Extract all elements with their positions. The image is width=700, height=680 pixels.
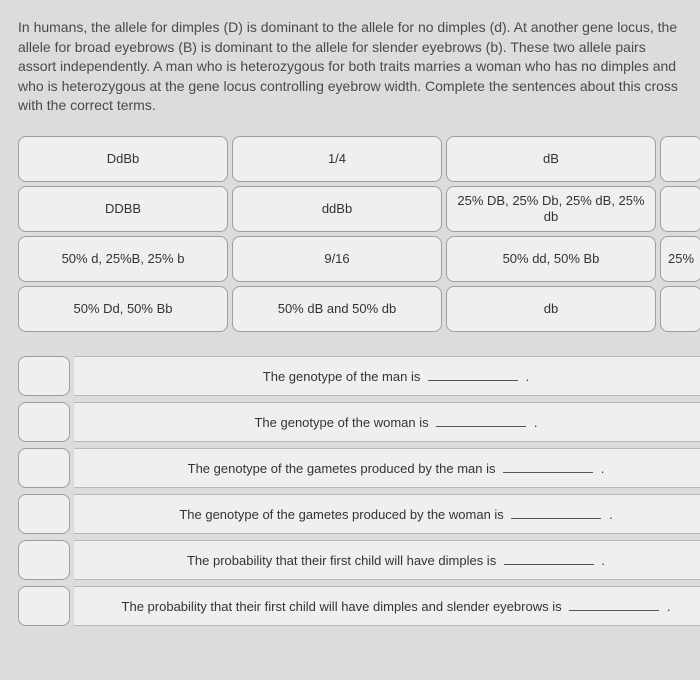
- sentence-prefix: The probability that their first child w…: [122, 599, 566, 614]
- answer-tile[interactable]: 1/4: [232, 136, 442, 182]
- drop-slot[interactable]: [18, 356, 70, 396]
- drop-slot[interactable]: [18, 586, 70, 626]
- tile-row: DdBb 1/4 dB: [18, 136, 700, 182]
- sentence-row: The probability that their first child w…: [18, 540, 700, 580]
- blank-line[interactable]: [428, 368, 518, 381]
- sentence-row: The probability that their first child w…: [18, 586, 700, 626]
- answer-tile[interactable]: 50% dd, 50% Bb: [446, 236, 656, 282]
- sentence-prefix: The genotype of the gametes produced by …: [179, 507, 507, 522]
- sentence-row: The genotype of the gametes produced by …: [18, 494, 700, 534]
- blank-line[interactable]: [511, 506, 601, 519]
- sentence-suffix: .: [522, 369, 529, 384]
- drop-slot[interactable]: [18, 402, 70, 442]
- answer-tile[interactable]: [660, 186, 700, 232]
- blank-line[interactable]: [504, 552, 594, 565]
- drop-slot[interactable]: [18, 494, 70, 534]
- sentence-text: The genotype of the gametes produced by …: [74, 448, 700, 488]
- answer-tile[interactable]: db: [446, 286, 656, 332]
- sentence-text: The genotype of the man is .: [74, 356, 700, 396]
- answer-tile[interactable]: ddBb: [232, 186, 442, 232]
- sentence-prefix: The probability that their first child w…: [187, 553, 500, 568]
- drop-slot[interactable]: [18, 448, 70, 488]
- sentence-list: The genotype of the man is . The genotyp…: [18, 356, 700, 626]
- sentence-prefix: The genotype of the man is: [263, 369, 424, 384]
- sentence-text: The genotype of the gametes produced by …: [74, 494, 700, 534]
- answer-tile[interactable]: [660, 136, 700, 182]
- tile-row: 50% Dd, 50% Bb 50% dB and 50% db db: [18, 286, 700, 332]
- answer-tile[interactable]: 9/16: [232, 236, 442, 282]
- sentence-text: The probability that their first child w…: [74, 586, 700, 626]
- sentence-suffix: .: [597, 461, 604, 476]
- blank-line[interactable]: [569, 598, 659, 611]
- sentence-suffix: .: [605, 507, 612, 522]
- sentence-suffix: .: [598, 553, 605, 568]
- answer-tile[interactable]: dB: [446, 136, 656, 182]
- tile-row: 50% d, 25%B, 25% b 9/16 50% dd, 50% Bb 2…: [18, 236, 700, 282]
- answer-tile[interactable]: 50% dB and 50% db: [232, 286, 442, 332]
- blank-line[interactable]: [503, 460, 593, 473]
- answer-tiles-grid: DdBb 1/4 dB DDBB ddBb 25% DB, 25% Db, 25…: [18, 136, 700, 332]
- question-text: In humans, the allele for dimples (D) is…: [18, 18, 700, 116]
- answer-tile[interactable]: DDBB: [18, 186, 228, 232]
- answer-tile[interactable]: 25% DB, 25% Db, 25% dB, 25% db: [446, 186, 656, 232]
- sentence-row: The genotype of the woman is .: [18, 402, 700, 442]
- sentence-text: The probability that their first child w…: [74, 540, 700, 580]
- drop-slot[interactable]: [18, 540, 70, 580]
- sentence-prefix: The genotype of the woman is: [254, 415, 432, 430]
- answer-tile[interactable]: [660, 286, 700, 332]
- answer-tile[interactable]: 50% Dd, 50% Bb: [18, 286, 228, 332]
- tile-row: DDBB ddBb 25% DB, 25% Db, 25% dB, 25% db: [18, 186, 700, 232]
- sentence-text: The genotype of the woman is .: [74, 402, 700, 442]
- blank-line[interactable]: [436, 414, 526, 427]
- answer-tile[interactable]: 25%: [660, 236, 700, 282]
- answer-tile[interactable]: 50% d, 25%B, 25% b: [18, 236, 228, 282]
- sentence-row: The genotype of the gametes produced by …: [18, 448, 700, 488]
- sentence-suffix: .: [663, 599, 670, 614]
- sentence-prefix: The genotype of the gametes produced by …: [188, 461, 499, 476]
- sentence-suffix: .: [530, 415, 537, 430]
- sentence-row: The genotype of the man is .: [18, 356, 700, 396]
- answer-tile[interactable]: DdBb: [18, 136, 228, 182]
